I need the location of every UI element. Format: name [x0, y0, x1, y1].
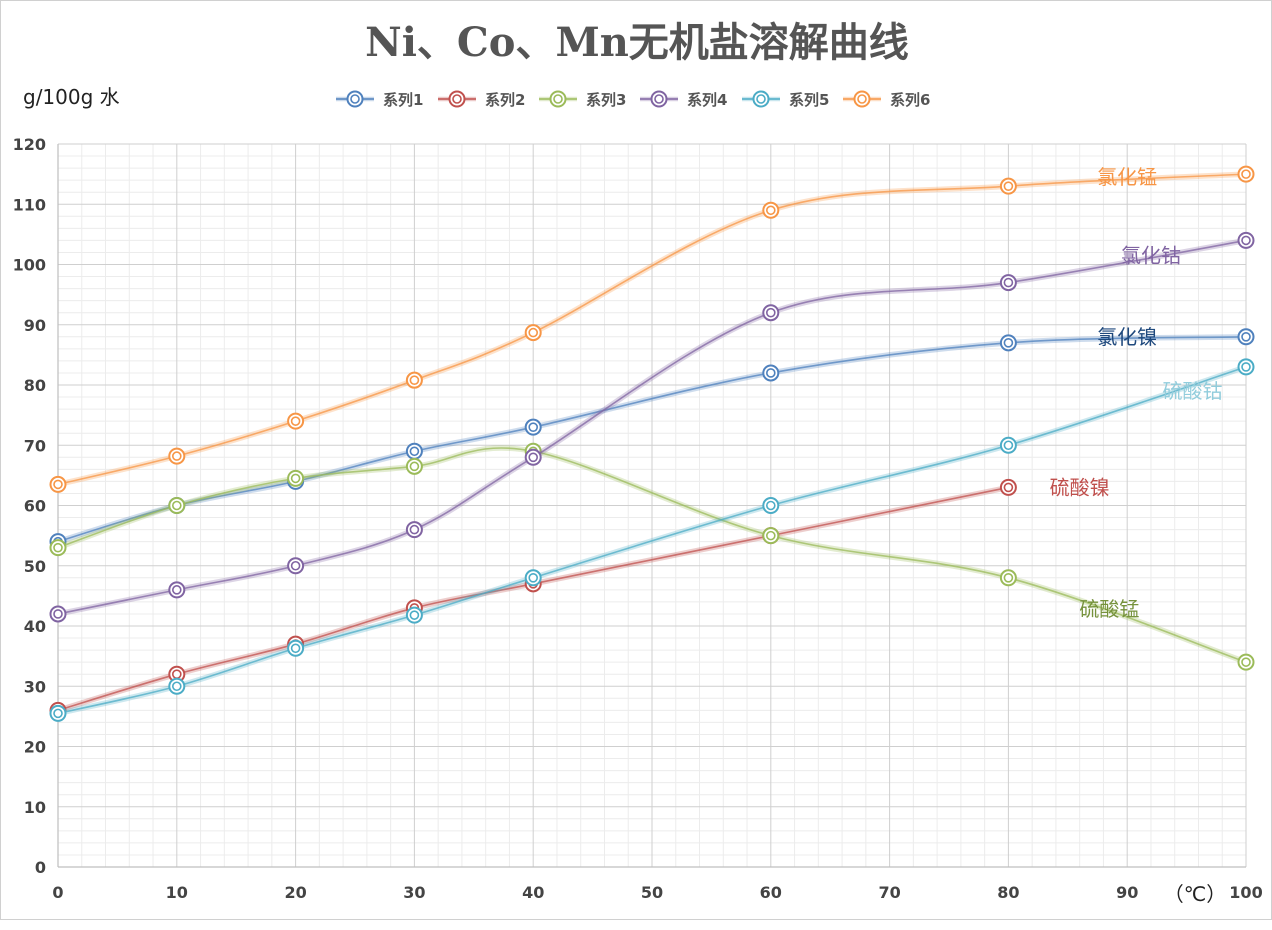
data-point: [168, 677, 186, 695]
legend-item-2: 系列2: [438, 90, 525, 109]
series-group: [49, 165, 1255, 722]
data-point: [49, 475, 67, 493]
data-point: [405, 457, 423, 475]
data-point: [524, 569, 542, 587]
y-tick-label: 10: [24, 798, 46, 817]
legend-label: 系列1: [383, 91, 423, 109]
series-annotation: 硫酸镍: [1050, 475, 1110, 499]
data-point: [524, 448, 542, 466]
x-tick-label: 90: [1116, 883, 1138, 902]
data-point: [405, 371, 423, 389]
y-tick-label: 30: [24, 677, 46, 696]
legend-item-6: 系列6: [843, 90, 930, 109]
x-tick-label: 40: [522, 883, 544, 902]
x-axis-unit-label: （℃）: [1164, 882, 1226, 906]
x-tick-label: 10: [166, 883, 188, 902]
data-point: [999, 478, 1017, 496]
series-annotation: 硫酸锰: [1079, 597, 1139, 621]
x-tick-label: 20: [284, 883, 306, 902]
legend-marker: [346, 90, 364, 108]
y-tick-label: 20: [24, 738, 46, 757]
data-point: [762, 497, 780, 514]
y-tick-label: 90: [24, 316, 46, 335]
y-axis-label: g/100g 水: [23, 85, 120, 109]
y-tick-label: 100: [13, 256, 46, 275]
legend-item-3: 系列3: [539, 90, 626, 109]
legend-marker: [752, 90, 770, 108]
data-point: [405, 606, 423, 624]
chart-title: Ni、Co、Mn无机盐溶解曲线: [365, 19, 909, 66]
data-point: [999, 436, 1017, 454]
series-annotation: 氯化锰: [1097, 165, 1157, 189]
x-tick-label: 70: [878, 883, 900, 902]
legend-label: 系列5: [789, 91, 829, 109]
data-point: [999, 274, 1017, 292]
legend-label: 系列3: [586, 91, 626, 109]
x-tick-label: 100: [1229, 883, 1262, 902]
y-tick-label: 70: [24, 436, 46, 455]
legend: 系列1 系列2 系列3 系列4 系列5 系列6: [336, 90, 930, 109]
data-point: [49, 605, 67, 623]
data-point: [287, 469, 305, 487]
data-point: [287, 412, 305, 430]
series-6: [49, 165, 1255, 493]
y-tick-label: 120: [13, 135, 46, 154]
data-point: [1237, 165, 1255, 183]
legend-label: 系列2: [485, 91, 525, 109]
x-tick-label: 60: [760, 883, 782, 902]
data-point: [762, 527, 780, 545]
legend-marker: [853, 90, 871, 108]
x-tick-label: 0: [52, 883, 63, 902]
legend-label: 系列4: [687, 91, 727, 109]
data-point: [49, 539, 67, 557]
tick-labels: 0 10 20 30 40 50 60 70 80 90 100 110 120 0 10 20 30 40 50 6…: [13, 135, 1263, 902]
legend-marker: [549, 90, 567, 108]
legend-marker: [448, 90, 466, 108]
data-point: [405, 442, 423, 460]
data-point: [999, 334, 1017, 352]
data-point: [1237, 358, 1255, 376]
legend-label: 系列6: [890, 91, 930, 109]
y-tick-label: 110: [13, 195, 46, 214]
x-tick-label: 80: [997, 883, 1019, 902]
series-5: [49, 358, 1255, 722]
x-tick-label: 30: [403, 883, 425, 902]
series-annotation: 氯化钴: [1121, 243, 1181, 267]
series-annotation: 氯化镍: [1097, 325, 1157, 349]
data-point: [999, 569, 1017, 587]
legend-item-4: 系列4: [640, 90, 727, 109]
data-point: [405, 521, 423, 539]
data-point: [762, 201, 780, 219]
data-point: [168, 447, 186, 465]
data-point: [1237, 231, 1255, 249]
y-tick-label: 40: [24, 617, 46, 636]
data-point: [1237, 328, 1255, 346]
y-tick-label: 50: [24, 557, 46, 576]
data-point: [1237, 653, 1255, 671]
data-point: [524, 324, 542, 342]
x-tick-label: 50: [641, 883, 663, 902]
data-point: [524, 418, 542, 436]
data-point: [762, 364, 780, 382]
data-point: [762, 304, 780, 322]
series-annotation: 硫酸钴: [1163, 379, 1223, 403]
legend-item-1: 系列1: [336, 90, 423, 109]
axes: [57, 144, 1246, 868]
legend-marker: [650, 90, 668, 108]
data-point: [999, 177, 1017, 195]
y-tick-label: 60: [24, 497, 46, 516]
data-point: [49, 704, 67, 722]
y-tick-label: 0: [35, 858, 46, 877]
series-4: [49, 231, 1255, 623]
y-tick-label: 80: [24, 376, 46, 395]
legend-item-5: 系列5: [742, 90, 829, 109]
data-point: [168, 581, 186, 599]
data-point: [287, 557, 305, 575]
data-point: [287, 639, 305, 657]
data-point: [168, 497, 186, 514]
